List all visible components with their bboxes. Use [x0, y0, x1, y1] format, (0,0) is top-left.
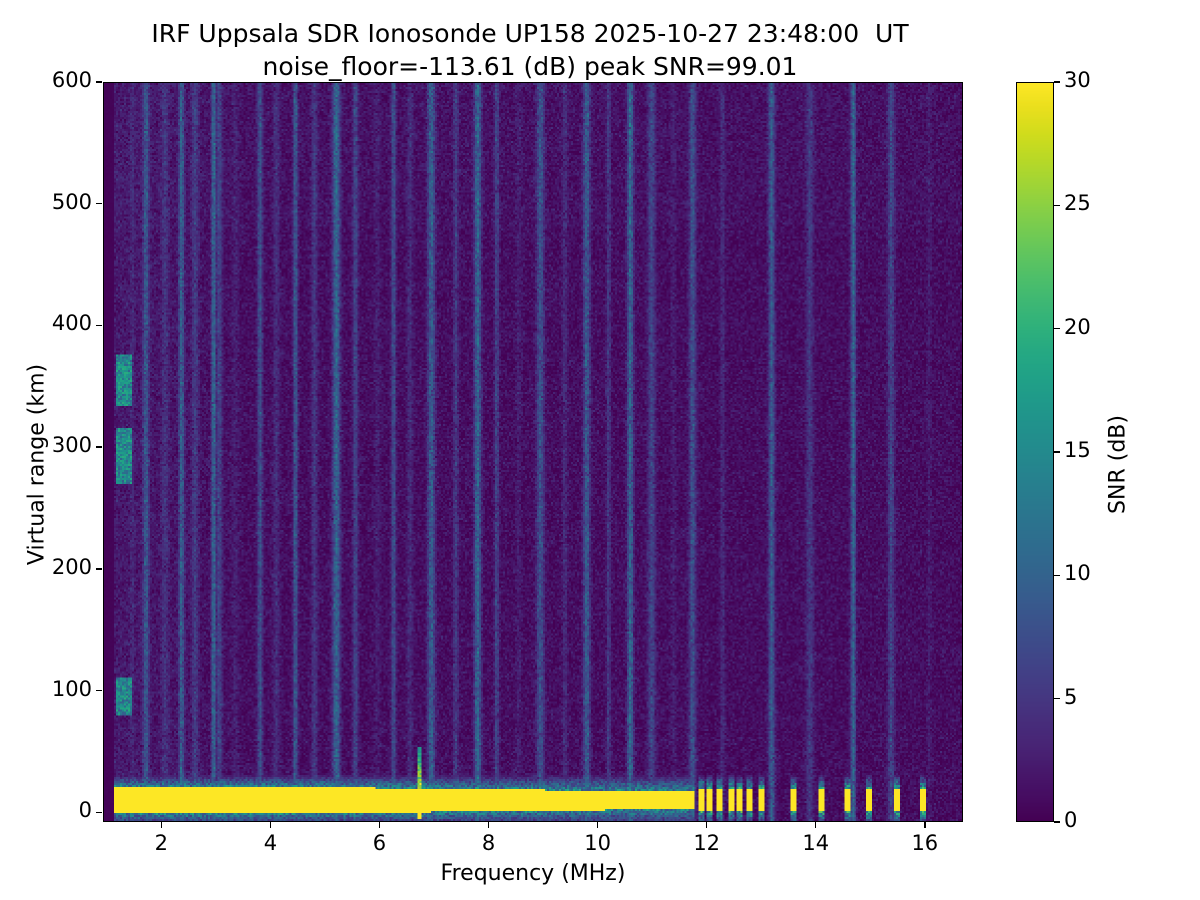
colorbar-tick-label: 20	[1064, 314, 1091, 339]
title-line-1: IRF Uppsala SDR Ionosonde UP158 2025-10-…	[151, 19, 909, 48]
x-tick-label: 10	[584, 831, 611, 855]
y-tick-mark	[96, 81, 102, 83]
x-tick-mark	[596, 822, 599, 828]
ionogram-heatmap	[104, 83, 962, 821]
x-tick-mark	[269, 822, 272, 828]
colorbar-gradient	[1017, 83, 1053, 821]
y-tick-mark	[96, 203, 102, 205]
x-tick-label: 16	[911, 831, 939, 855]
y-tick-mark	[96, 568, 102, 570]
colorbar-tick-label: 25	[1064, 191, 1091, 216]
x-tick-label: 8	[481, 831, 496, 855]
colorbar-tick-label: 30	[1064, 68, 1091, 92]
colorbar-tick-label: 10	[1064, 561, 1091, 586]
x-tick-mark	[160, 822, 163, 828]
colorbar-tick-label: 5	[1064, 684, 1078, 709]
x-tick-mark	[378, 822, 381, 828]
x-tick-label: 4	[263, 831, 278, 855]
x-tick-label: 6	[372, 831, 387, 855]
y-tick-mark	[96, 811, 102, 813]
y-tick-label: 200	[51, 554, 92, 579]
y-tick-label: 400	[51, 311, 92, 336]
y-tick-label: 300	[51, 433, 92, 458]
y-tick-mark	[96, 324, 102, 327]
x-tick-mark	[705, 822, 708, 828]
x-tick-label: 12	[693, 831, 721, 855]
figure-title: IRF Uppsala SDR Ionosonde UP158 2025-10-…	[0, 18, 1060, 83]
x-tick-label: 2	[154, 831, 169, 855]
x-tick-mark	[487, 822, 490, 828]
x-axis-label: Frequency (MHz)	[440, 861, 626, 886]
y-tick-label: 100	[51, 676, 92, 701]
y-tick-label: 500	[51, 189, 92, 214]
y-tick-mark	[96, 689, 102, 692]
y-tick-label: 600	[51, 68, 92, 92]
colorbar-tick-mark	[1054, 327, 1060, 330]
title-line-2: noise_floor=-113.61 (dB) peak SNR=99.01	[262, 51, 798, 81]
colorbar	[1016, 82, 1054, 822]
colorbar-tick-label: 15	[1064, 438, 1091, 462]
colorbar-tick-mark	[1054, 451, 1060, 453]
colorbar-tick-label: 0	[1064, 808, 1078, 832]
colorbar-tick-mark	[1054, 81, 1060, 83]
colorbar-tick-mark	[1054, 821, 1060, 823]
y-tick-label: 0	[78, 798, 92, 823]
colorbar-tick-mark	[1054, 204, 1060, 207]
plot-area[interactable]	[103, 82, 963, 822]
colorbar-tick-mark	[1054, 697, 1060, 700]
x-tick-label: 14	[802, 831, 830, 855]
colorbar-label: SNR (dB)	[1105, 415, 1131, 514]
x-tick-mark	[924, 822, 926, 828]
y-tick-mark	[96, 446, 102, 448]
colorbar-tick-mark	[1054, 574, 1060, 577]
x-tick-mark	[815, 822, 817, 828]
